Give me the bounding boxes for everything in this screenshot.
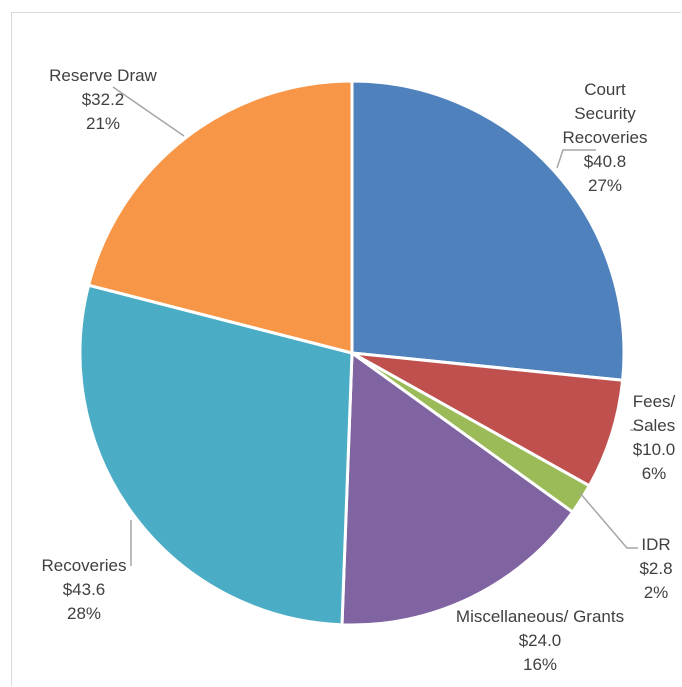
slice-label-0: Court Security Recoveries $40.8 27%: [562, 80, 647, 195]
leader-line-0: [556, 149, 596, 169]
pie-slice-3: [340, 351, 575, 627]
leader-line-2: [579, 492, 638, 549]
leader-line-5: [112, 86, 185, 137]
slice-label-3: Miscellaneous/ Grants $24.0 16%: [456, 607, 624, 674]
slice-label-5: Reserve Draw $32.2 21%: [49, 66, 157, 133]
pie-slice-4: [78, 283, 354, 627]
pie-slice-5: [87, 79, 354, 355]
slice-label-4: Recoveries $43.6 28%: [41, 556, 126, 623]
pie-slice-1: [350, 351, 625, 488]
pie-slice-0: [350, 79, 626, 382]
chart-frame: [11, 12, 681, 686]
slice-label-1: Fees/Sales $10.0 6%: [633, 392, 676, 483]
slice-label-2: IDR $2.8 2%: [639, 535, 672, 602]
